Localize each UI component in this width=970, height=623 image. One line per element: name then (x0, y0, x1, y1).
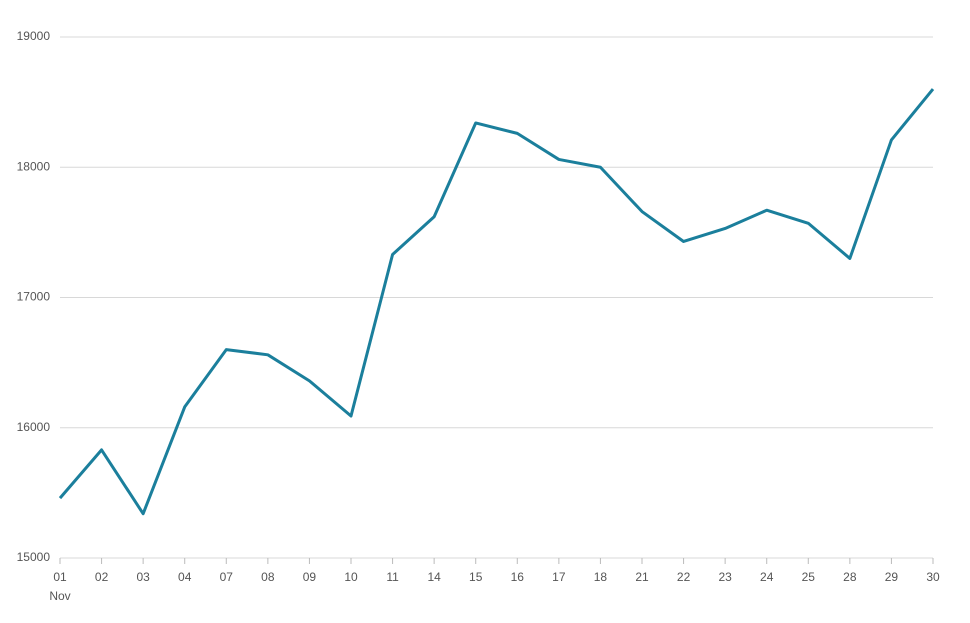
y-tick-label: 18000 (17, 159, 51, 173)
y-tick-label: 15000 (17, 550, 51, 564)
x-tick-label: 16 (511, 570, 525, 584)
x-tick-label: 18 (594, 570, 608, 584)
x-tick-label: 29 (885, 570, 899, 584)
line-series (58, 88, 935, 516)
x-tick-label: 17 (552, 570, 566, 584)
x-tick-label: 11 (386, 570, 399, 584)
x-tick-label: 30 (926, 570, 940, 584)
x-tick-label: 21 (635, 570, 649, 584)
y-tick-label: 16000 (17, 420, 51, 434)
x-tick-label: 15 (469, 570, 483, 584)
x-tick-label: 14 (427, 570, 441, 584)
x-tick-label: 04 (178, 570, 192, 584)
x-tick-label: 02 (95, 570, 109, 584)
x-tick-label: 10 (344, 570, 358, 584)
x-tick-label: 25 (802, 570, 816, 584)
x-period-label: Nov (49, 589, 70, 603)
x-tick-label: 01 (53, 570, 67, 584)
x-tick-label: 28 (843, 570, 857, 584)
x-tick-label: 24 (760, 570, 774, 584)
x-tick-label: 07 (220, 570, 234, 584)
x-tick-label: 23 (718, 570, 732, 584)
x-tick-label: 09 (303, 570, 317, 584)
x-tick-label: 08 (261, 570, 275, 584)
y-tick-label: 17000 (17, 290, 51, 304)
x-tick-label: 03 (136, 570, 150, 584)
x-tick-label: 22 (677, 570, 691, 584)
y-tick-label: 19000 (17, 29, 51, 43)
